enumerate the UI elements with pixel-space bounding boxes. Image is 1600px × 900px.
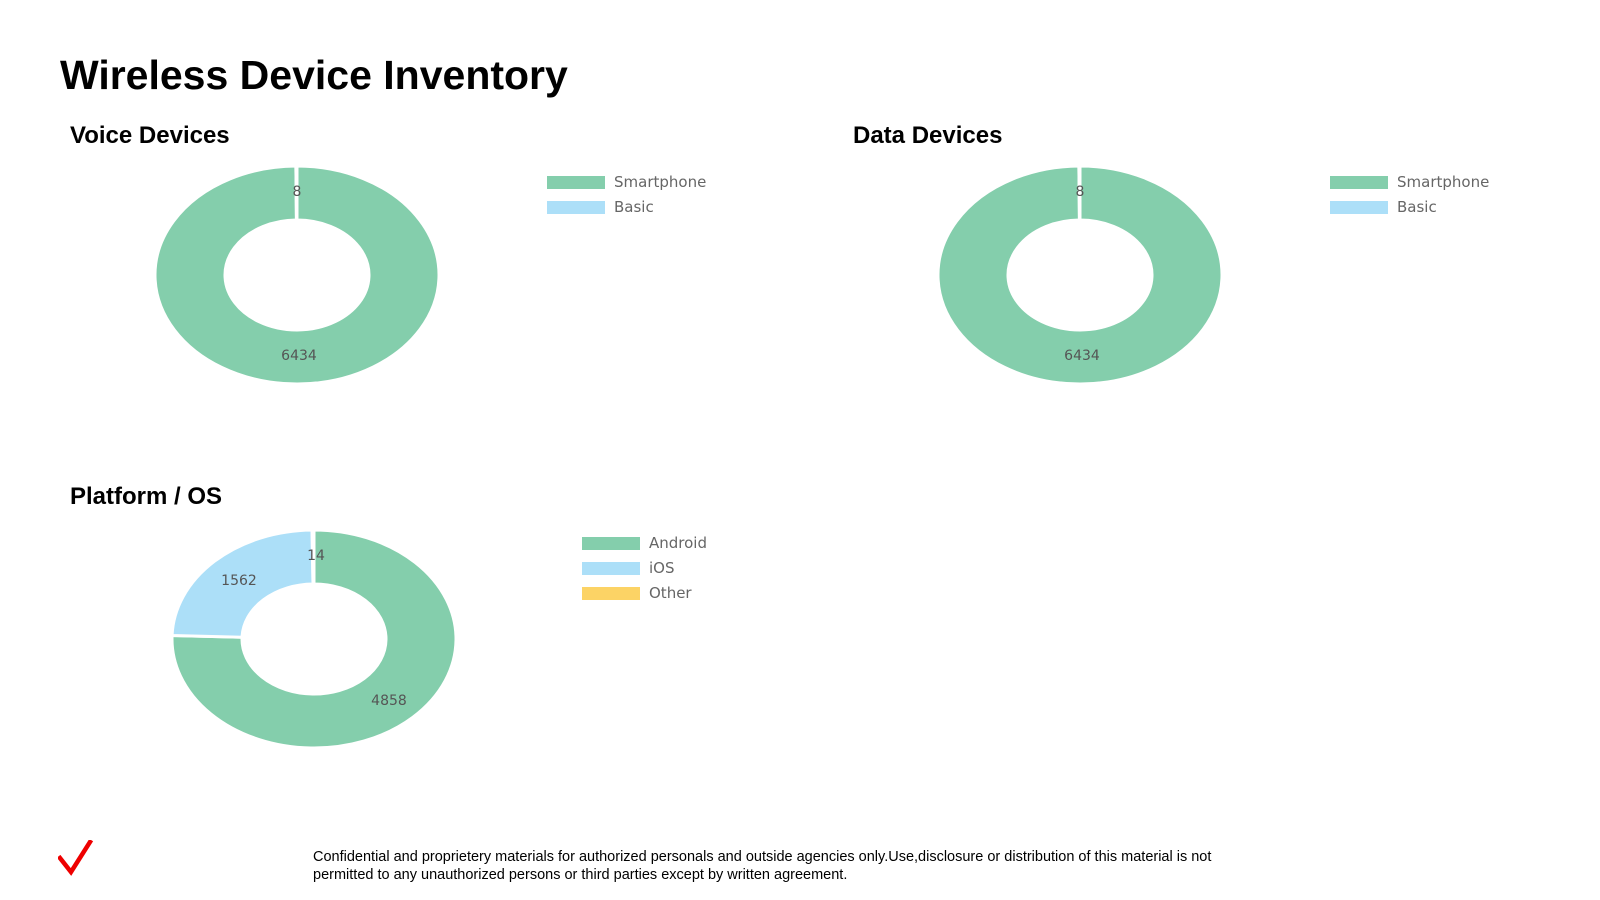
slice-value-label: 14 [307, 548, 325, 564]
page-title: Wireless Device Inventory [60, 52, 568, 98]
disclaimer-line-2: permitted to any unauthorized persons or… [313, 867, 848, 883]
donut-chart-svg: 6434 8 Smartphone Basic [153, 164, 706, 386]
chart-title: Platform / OS [70, 483, 223, 510]
slice-value-label: 8 [1076, 184, 1085, 200]
legend-swatch [1330, 201, 1388, 214]
legend-swatch [547, 176, 605, 189]
legend-label: Android [649, 534, 707, 552]
slice-ios [170, 528, 315, 639]
slice-smartphone [153, 164, 441, 386]
confidentiality-disclaimer: Confidential and proprietery materials f… [313, 848, 1273, 884]
legend-swatch [582, 537, 640, 550]
slice-smartphone [936, 164, 1224, 386]
disclaimer-line-1: Confidential and proprietery materials f… [313, 849, 1212, 865]
slice-value-label: 4858 [371, 693, 407, 709]
slice-other [310, 528, 316, 586]
data-devices-chart: Data Devices 6434 8 Smartphone Basic [843, 122, 1543, 422]
slice-value-label: 6434 [1064, 348, 1100, 364]
legend-swatch [582, 587, 640, 600]
chart-title: Voice Devices [70, 122, 230, 149]
voice-devices-chart: Voice Devices 6434 8 Smartphone Basic [60, 122, 760, 422]
donut-chart-svg: 4858 1562 14 Android iOS Other [170, 528, 707, 750]
legend-swatch [1330, 176, 1388, 189]
donut-chart-svg: 6434 8 Smartphone Basic [936, 164, 1489, 386]
legend-label: Other [649, 584, 692, 602]
slice-basic [1077, 164, 1082, 222]
legend-label: Basic [614, 198, 654, 216]
legend-label: Smartphone [1397, 173, 1489, 191]
checkmark-logo-icon [58, 840, 94, 876]
chart-title: Data Devices [853, 122, 1003, 149]
legend-swatch [582, 562, 640, 575]
slice-value-label: 6434 [281, 348, 317, 364]
legend-label: Smartphone [614, 173, 706, 191]
slice-value-label: 1562 [221, 573, 257, 589]
slice-value-label: 8 [293, 184, 302, 200]
legend-swatch [547, 201, 605, 214]
legend-label: iOS [649, 559, 675, 577]
platform-os-chart: Platform / OS 4858 1562 14 Android iOS Other [60, 483, 760, 783]
slice-android [170, 528, 458, 750]
legend-label: Basic [1397, 198, 1437, 216]
slice-basic [294, 164, 299, 222]
